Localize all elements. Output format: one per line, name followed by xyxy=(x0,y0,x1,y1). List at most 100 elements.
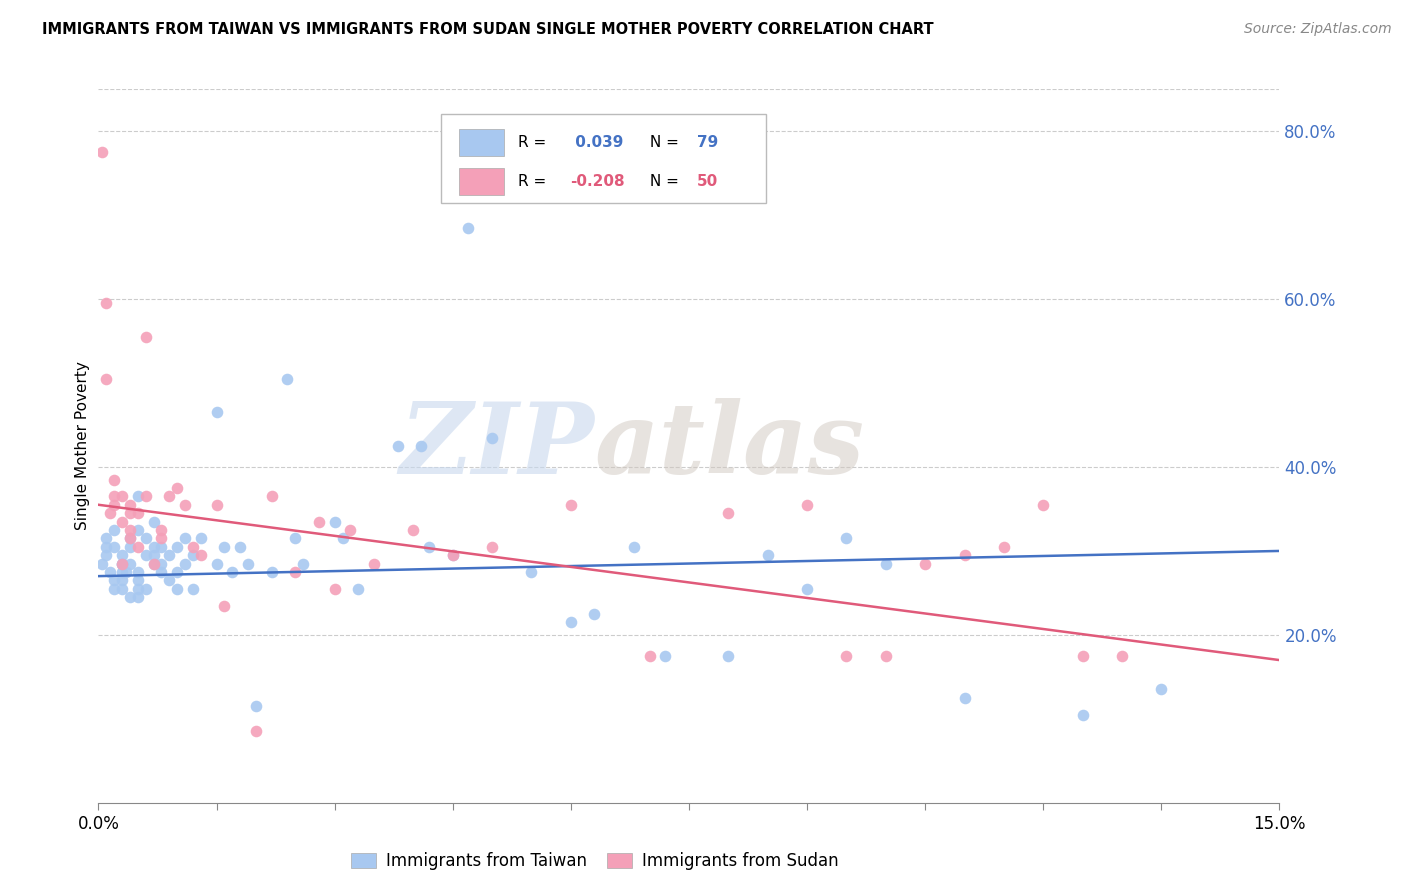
Point xyxy=(103,574,125,588)
Point xyxy=(796,582,818,596)
Point xyxy=(118,532,141,546)
Point xyxy=(623,540,645,554)
Point xyxy=(260,565,283,579)
Point xyxy=(953,548,976,562)
Point xyxy=(127,590,149,604)
Point xyxy=(205,405,228,419)
Point xyxy=(111,557,134,571)
Point xyxy=(1032,498,1054,512)
Text: 50: 50 xyxy=(697,174,718,189)
Point xyxy=(481,431,503,445)
Point xyxy=(111,565,134,579)
Point xyxy=(245,724,267,739)
Point xyxy=(150,557,173,571)
FancyBboxPatch shape xyxy=(458,169,503,195)
Point xyxy=(245,699,267,714)
Point xyxy=(205,557,228,571)
Point xyxy=(323,515,346,529)
Point xyxy=(142,557,165,571)
Point xyxy=(157,489,180,503)
Point xyxy=(181,540,204,554)
Point xyxy=(166,565,188,579)
Point xyxy=(96,532,118,546)
Point xyxy=(91,145,114,160)
Point xyxy=(387,439,409,453)
Point xyxy=(418,540,440,554)
Point xyxy=(520,565,543,579)
Point xyxy=(308,515,330,529)
Point xyxy=(103,498,125,512)
Point xyxy=(96,540,118,554)
Y-axis label: Single Mother Poverty: Single Mother Poverty xyxy=(75,361,90,531)
Point xyxy=(1071,648,1094,663)
Text: 79: 79 xyxy=(697,135,718,150)
Point xyxy=(347,582,370,596)
Point xyxy=(323,582,346,596)
Point xyxy=(1150,682,1173,697)
Text: -0.208: -0.208 xyxy=(569,174,624,189)
Point xyxy=(103,489,125,503)
Point xyxy=(363,557,385,571)
Point xyxy=(276,372,298,386)
Point xyxy=(135,548,157,562)
Point xyxy=(717,648,740,663)
Text: N =: N = xyxy=(645,174,683,189)
Point xyxy=(181,582,204,596)
Text: ZIP: ZIP xyxy=(399,398,595,494)
FancyBboxPatch shape xyxy=(441,114,766,203)
Point xyxy=(993,540,1015,554)
Point xyxy=(332,532,354,546)
Point xyxy=(111,582,134,596)
Text: Source: ZipAtlas.com: Source: ZipAtlas.com xyxy=(1244,22,1392,37)
Point xyxy=(142,557,165,571)
Point xyxy=(98,565,121,579)
Point xyxy=(103,582,125,596)
Point xyxy=(875,648,897,663)
Text: N =: N = xyxy=(645,135,683,150)
Point xyxy=(284,565,307,579)
Point xyxy=(214,599,236,613)
Point xyxy=(441,548,464,562)
Point xyxy=(835,648,858,663)
Point xyxy=(135,489,157,503)
Point xyxy=(118,557,141,571)
Point xyxy=(221,565,243,579)
Point xyxy=(339,523,361,537)
Point xyxy=(142,548,165,562)
Point xyxy=(127,540,149,554)
Point xyxy=(135,532,157,546)
Point xyxy=(91,557,114,571)
Point xyxy=(229,540,252,554)
Point xyxy=(111,548,134,562)
Point xyxy=(150,532,173,546)
Point xyxy=(583,607,606,621)
Point xyxy=(717,506,740,520)
Point xyxy=(875,557,897,571)
Point xyxy=(260,489,283,503)
Point xyxy=(118,540,141,554)
Point xyxy=(127,506,149,520)
Text: IMMIGRANTS FROM TAIWAN VS IMMIGRANTS FROM SUDAN SINGLE MOTHER POVERTY CORRELATIO: IMMIGRANTS FROM TAIWAN VS IMMIGRANTS FRO… xyxy=(42,22,934,37)
Point xyxy=(150,523,173,537)
Point xyxy=(190,548,212,562)
Point xyxy=(103,523,125,537)
Point xyxy=(914,557,936,571)
Point xyxy=(411,439,433,453)
Point xyxy=(111,557,134,571)
Legend: Immigrants from Taiwan, Immigrants from Sudan: Immigrants from Taiwan, Immigrants from … xyxy=(344,846,845,877)
Point xyxy=(103,473,125,487)
Point xyxy=(127,582,149,596)
Point xyxy=(166,540,188,554)
Point xyxy=(111,489,134,503)
Point xyxy=(402,523,425,537)
Point xyxy=(142,540,165,554)
Point xyxy=(111,515,134,529)
Point xyxy=(560,498,582,512)
Point xyxy=(103,540,125,554)
FancyBboxPatch shape xyxy=(458,128,503,156)
Point xyxy=(292,557,315,571)
Point xyxy=(654,648,676,663)
Point xyxy=(560,615,582,630)
Point xyxy=(127,489,149,503)
Point xyxy=(135,582,157,596)
